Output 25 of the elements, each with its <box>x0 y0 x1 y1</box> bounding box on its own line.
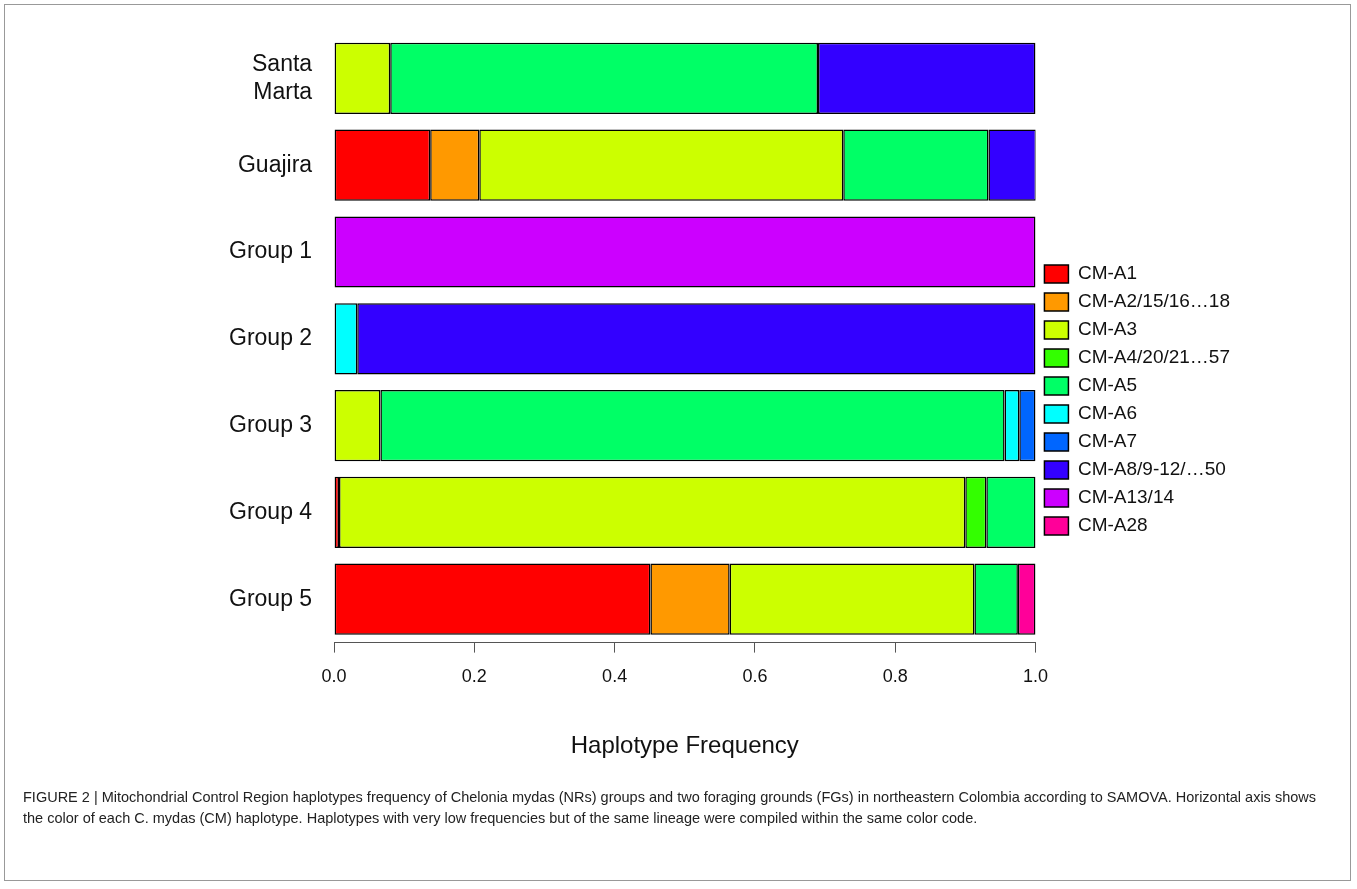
y-tick-label: Group 4 <box>229 497 313 524</box>
legend-label: CM-A1 <box>1077 262 1138 284</box>
y-tick-label: Group 5 <box>229 584 313 611</box>
legend-label: CM-A2/15/16…18 <box>1077 290 1230 312</box>
x-tick-label: 1.0 <box>1022 666 1048 687</box>
y-tick-label: Santa Marta <box>252 49 313 104</box>
y-tick-label: Group 2 <box>229 324 313 351</box>
x-tick-label: 0.4 <box>602 666 628 687</box>
legend-label: CM-A7 <box>1077 430 1138 452</box>
x-tick-label: 0.2 <box>461 666 487 687</box>
x-axis-title: Haplotype Frequency <box>570 731 799 759</box>
legend-label: CM-A6 <box>1077 402 1138 424</box>
legend-label: CM-A5 <box>1077 374 1138 396</box>
caption: FIGURE 2 | Mitochondrial Control Region haplotypes frequency of Chelonia mydas (NRs) groups and two foraging grounds (FGs) in northeastern Colombia according to SAMOVA. Horizontal axis shows the color of each C. mydas (CM) haplotype. Haplotypes with very low frequencies but of the same lineage were compiled within the same color code. <box>23 788 1317 828</box>
y-tick-label: Group 1 <box>229 237 313 264</box>
y-tick-label: Guajira <box>237 150 313 177</box>
legend-label: CM-A4/20/21…57 <box>1077 346 1230 368</box>
x-tick-label: 0.8 <box>882 666 908 687</box>
x-tick-label: 0.0 <box>321 666 347 687</box>
legend-label: CM-A3 <box>1077 318 1138 340</box>
legend-label: CM-A13/14 <box>1077 486 1175 508</box>
x-tick-label: 0.6 <box>742 666 768 687</box>
y-tick-label: Group 3 <box>229 410 313 437</box>
legend-label: CM-A8/9-12/…50 <box>1077 458 1226 480</box>
legend-label: CM-A28 <box>1077 514 1148 536</box>
